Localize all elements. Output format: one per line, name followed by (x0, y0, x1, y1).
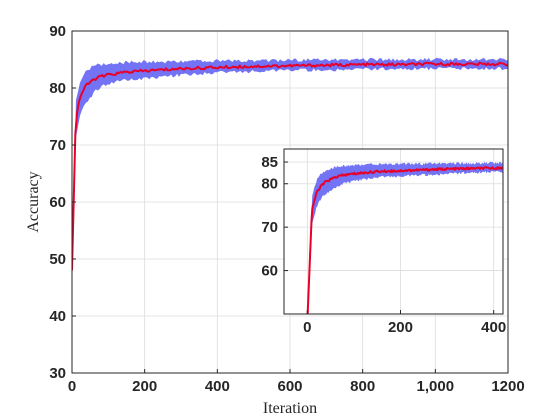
y-tick-label: 30 (49, 365, 66, 382)
mean-accuracy-line (306, 166, 503, 314)
y-tick-label: 50 (49, 251, 66, 268)
y-tick-label: 40 (49, 308, 66, 325)
accuracy-band (72, 57, 508, 271)
y-tick-label: 80 (261, 176, 278, 193)
y-tick-label: 70 (261, 219, 278, 236)
y-tick-label: 70 (49, 137, 66, 154)
x-tick-label: 600 (277, 378, 302, 395)
y-tick-label: 85 (261, 154, 278, 171)
y-tick-label: 60 (261, 263, 278, 280)
x-tick-label: 0 (68, 378, 76, 395)
accuracy-band (307, 161, 503, 314)
plot-frame (283, 148, 504, 315)
x-tick-label: 1,000 (417, 378, 455, 395)
y-tick-label: 60 (49, 194, 66, 211)
x-tick-label: 200 (132, 378, 157, 395)
inset-plot: 0 200 400 60 70 80 85 (261, 148, 506, 336)
y-axis-label: Accuracy (25, 171, 42, 232)
x-axis-label: Iteration (263, 400, 317, 417)
x-tick-label: 1200 (491, 378, 524, 395)
x-tick-label: 400 (205, 378, 230, 395)
x-tick-label: 200 (388, 319, 413, 336)
x-tick-label: 0 (303, 319, 311, 336)
x-tick-label: 400 (481, 319, 506, 336)
y-tick-label: 80 (49, 80, 66, 97)
y-tick-label: 90 (49, 23, 66, 40)
x-tick-label: 800 (350, 378, 375, 395)
mean-accuracy-line (72, 61, 508, 271)
